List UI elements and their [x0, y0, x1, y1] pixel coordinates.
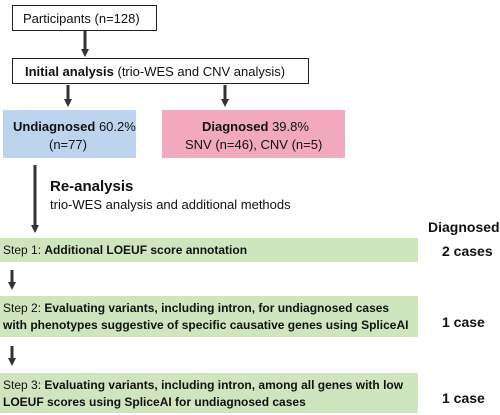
step-3-text-line1: Evaluating variants, including intron, a… [44, 378, 404, 392]
participants-box: Participants (n=128) [12, 5, 157, 31]
step-2-box: Step 2: Evaluating variants, including i… [0, 296, 418, 337]
diagnosed-pct: 39.8% [268, 119, 309, 134]
diagnosed-detail: SNV (n=46), CNV (n=5) [185, 137, 323, 152]
reanalysis-title: Re-analysis [50, 178, 134, 195]
step-2-result: 1 case [442, 314, 485, 330]
diagnosed-column-header: Diagnosed [428, 219, 500, 235]
undiagnosed-pct: 60.2% [95, 119, 136, 134]
diagnosed-bold: Diagnosed [202, 119, 269, 134]
step-1-result: 2 cases [442, 243, 493, 259]
step-3-text-line2: LOEUF scores using SpliceAI for undiagno… [3, 395, 306, 409]
undiagnosed-box: Undiagnosed 60.2% (n=77) [3, 110, 136, 158]
step-2-prefix: Step 2: [3, 301, 45, 315]
undiagnosed-line1: Undiagnosed 60.2% [13, 119, 136, 134]
step-3-box: Step 3: Evaluating variants, including i… [0, 373, 418, 413]
step-1-text: Additional LOEUF score annotation [44, 243, 248, 257]
diagnosed-line1: Diagnosed 39.8% [202, 119, 309, 134]
initial-analysis-bold: Initial analysis [25, 64, 114, 79]
reanalysis-subtitle: trio-WES analysis and additional methods [50, 197, 291, 212]
step-3-prefix: Step 3: [3, 378, 45, 392]
initial-analysis-rest: (trio-WES and CNV analysis) [113, 64, 286, 79]
step-2-line1: Step 2: Evaluating variants, including i… [3, 301, 389, 315]
step-1-box: Step 1: Additional LOEUF score annotatio… [0, 238, 418, 262]
undiagnosed-bold: Undiagnosed [13, 119, 96, 134]
participants-label: Participants (n=128) [23, 11, 140, 26]
diagnosed-box: Diagnosed 39.8% SNV (n=46), CNV (n=5) [162, 110, 345, 158]
step-1-label: Step 1: Additional LOEUF score annotatio… [3, 243, 247, 257]
step-2-text-line2: with phenotypes suggestive of specific c… [3, 318, 409, 332]
initial-analysis-label: Initial analysis (trio-WES and CNV analy… [25, 64, 285, 79]
step-1-prefix: Step 1: [3, 243, 45, 257]
step-3-line1: Step 3: Evaluating variants, including i… [3, 378, 403, 392]
undiagnosed-count: (n=77) [49, 137, 87, 152]
initial-analysis-box: Initial analysis (trio-WES and CNV analy… [12, 58, 309, 84]
step-2-text-line1: Evaluating variants, including intron, f… [44, 301, 390, 315]
step-3-result: 1 case [442, 390, 485, 406]
